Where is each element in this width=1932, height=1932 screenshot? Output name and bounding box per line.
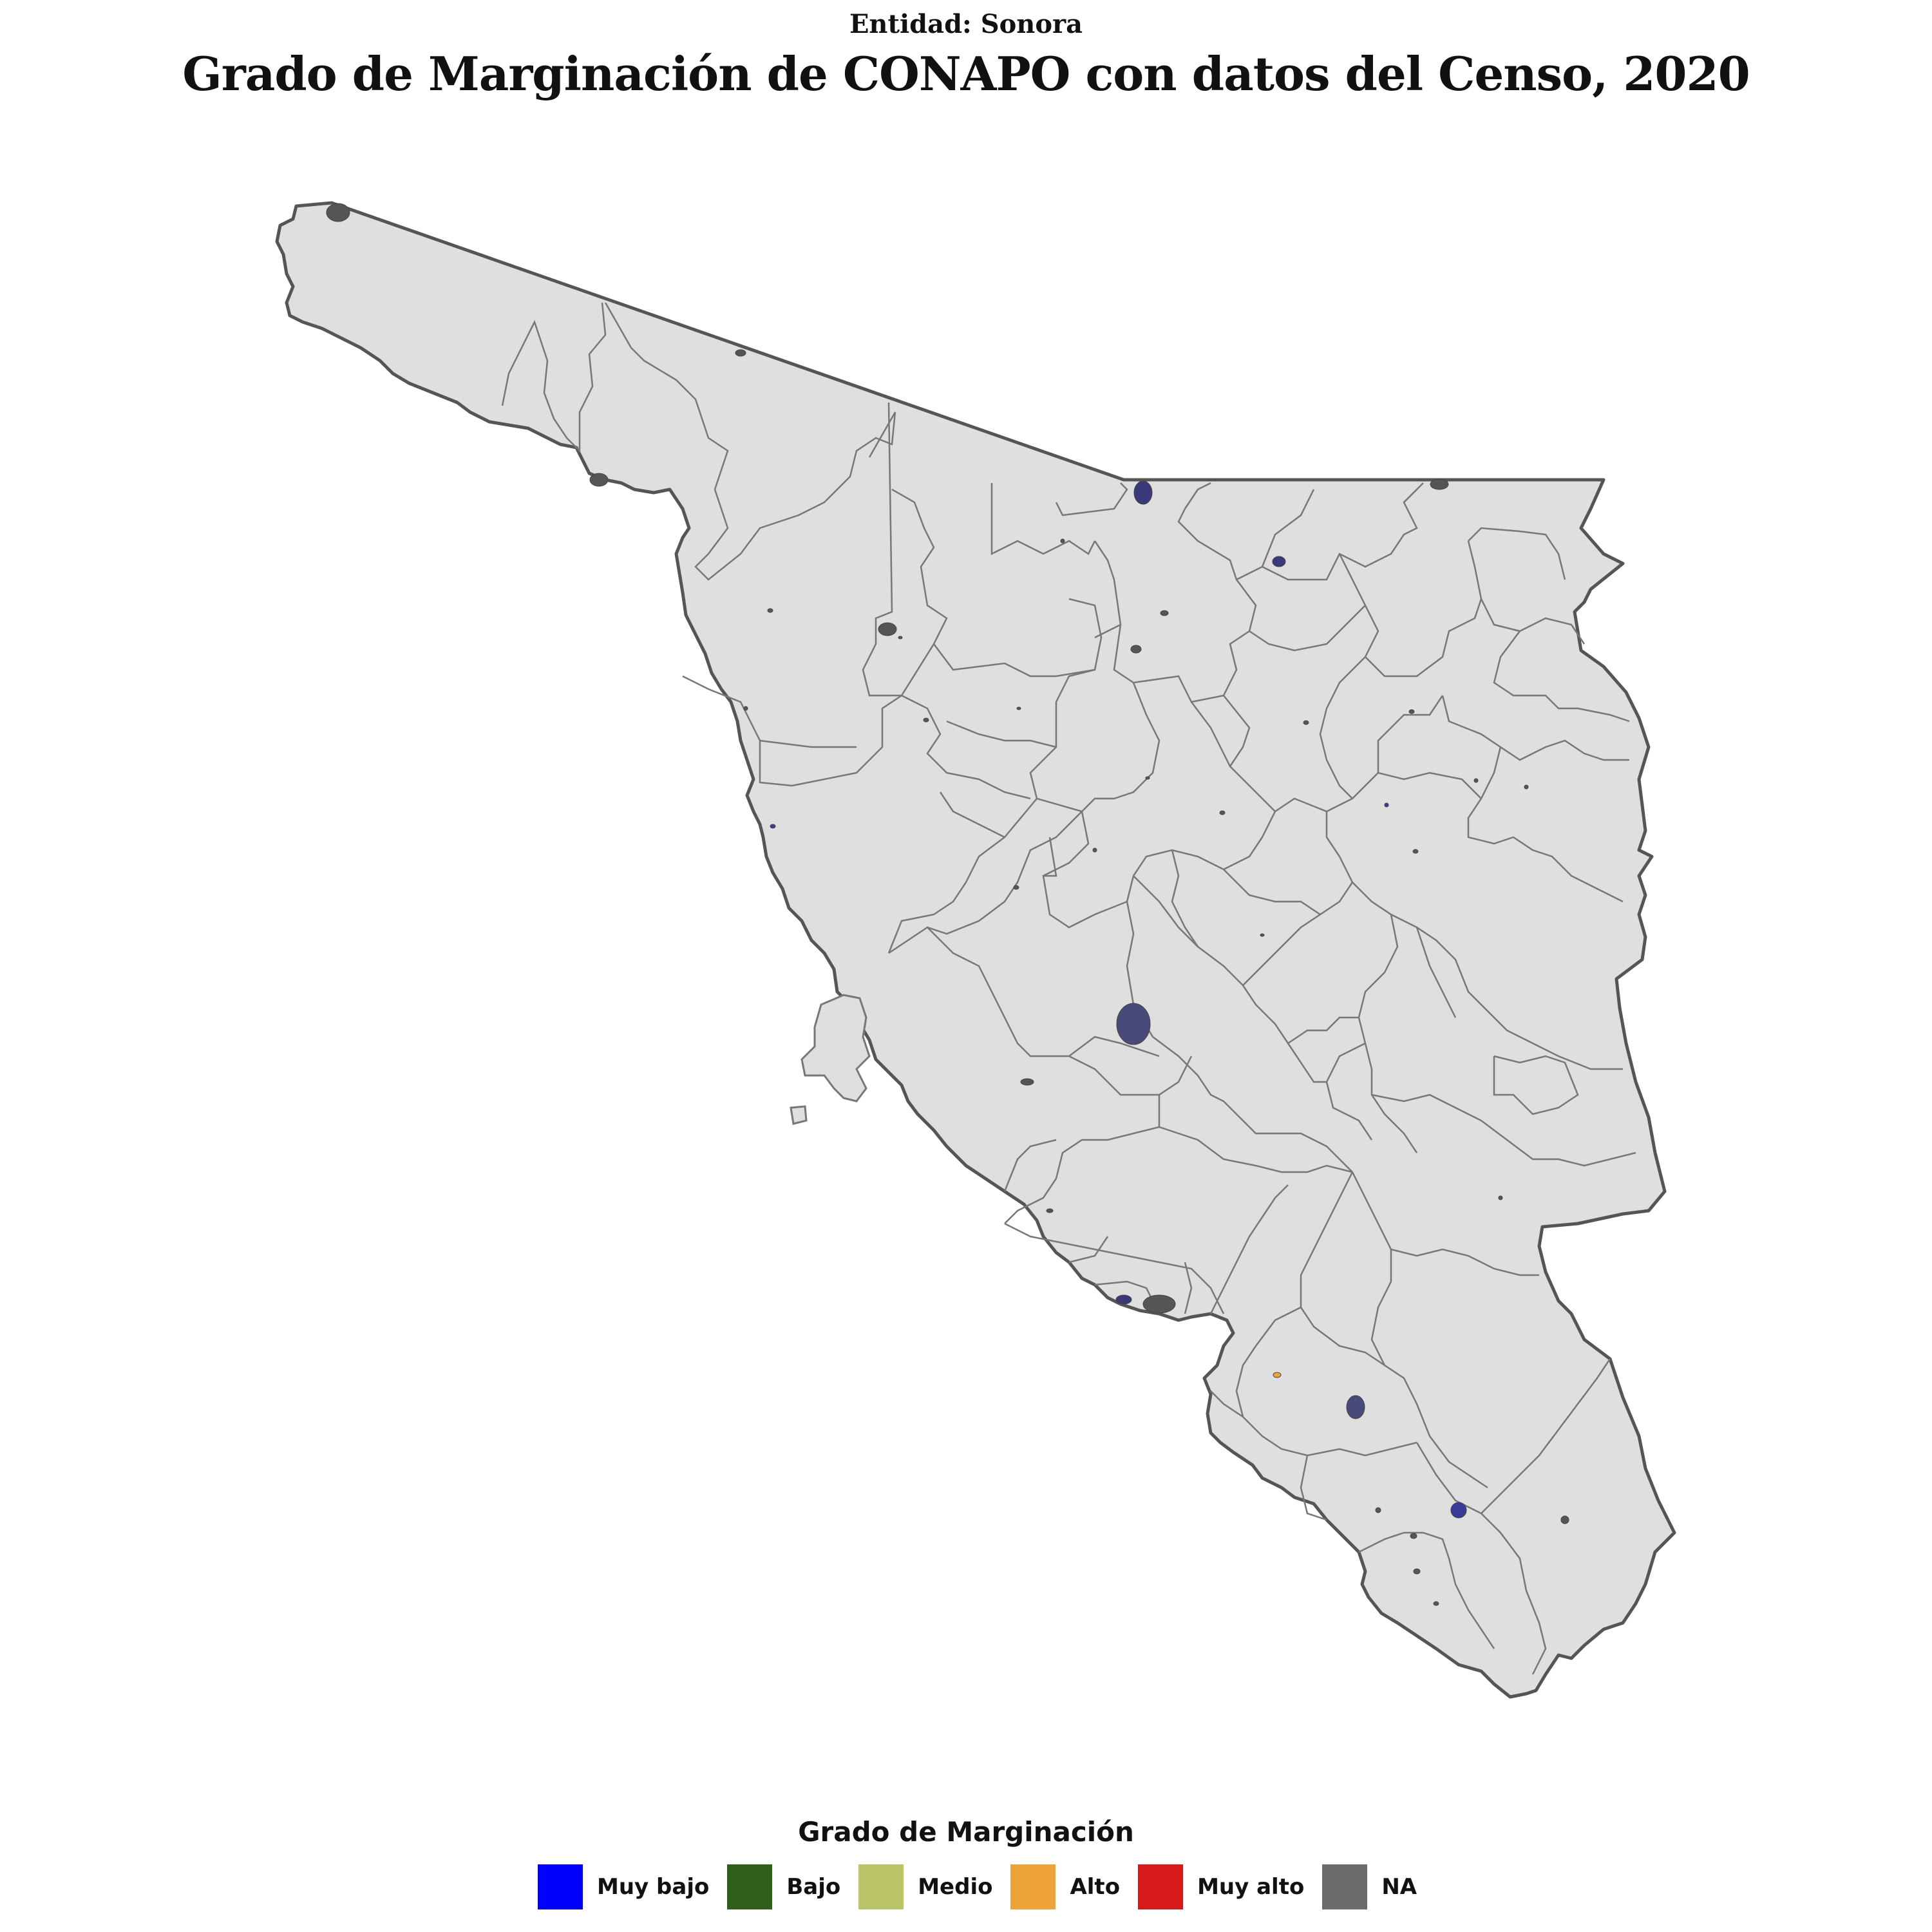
map-subtitle: Entidad: Sonora xyxy=(849,9,1083,39)
legend-item-na: NA xyxy=(1322,1864,1417,1909)
legend-item-muy-bajo: Muy bajo xyxy=(538,1864,709,1909)
legend-swatch-muy-alto xyxy=(1138,1864,1184,1909)
legend-item-alto: Alto xyxy=(1010,1864,1120,1909)
island-tiburon xyxy=(800,994,871,1103)
urban-areas xyxy=(326,203,1569,1606)
legend-label-bajo: Bajo xyxy=(786,1874,841,1900)
legend-label-muy-bajo: Muy bajo xyxy=(597,1874,710,1900)
map-title: Grado de Marginación de CONAPO con datos… xyxy=(182,46,1750,101)
state-outline xyxy=(275,201,1676,1699)
legend: Muy bajo Bajo Medio Alto Muy alto NA xyxy=(538,1864,1435,1909)
municipal-boundaries xyxy=(501,302,1636,1675)
legend-item-muy-alto: Muy alto xyxy=(1138,1864,1304,1909)
small-island xyxy=(790,1105,808,1125)
legend-title: Grado de Marginación xyxy=(798,1816,1134,1848)
legend-item-bajo: Bajo xyxy=(727,1864,840,1909)
legend-swatch-bajo xyxy=(727,1864,773,1909)
legend-label-medio: Medio xyxy=(918,1874,993,1900)
legend-swatch-na xyxy=(1322,1864,1368,1909)
legend-swatch-muy-bajo xyxy=(538,1864,583,1909)
legend-swatch-alto xyxy=(1010,1864,1056,1909)
legend-label-na: NA xyxy=(1381,1874,1417,1900)
legend-label-muy-alto: Muy alto xyxy=(1197,1874,1305,1900)
legend-swatch-medio xyxy=(858,1864,904,1909)
legend-label-alto: Alto xyxy=(1070,1874,1121,1900)
legend-item-medio: Medio xyxy=(858,1864,992,1909)
